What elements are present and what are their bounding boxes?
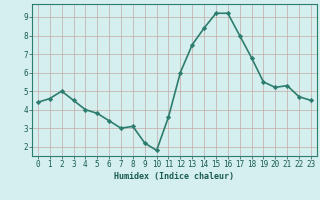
X-axis label: Humidex (Indice chaleur): Humidex (Indice chaleur): [115, 172, 234, 181]
